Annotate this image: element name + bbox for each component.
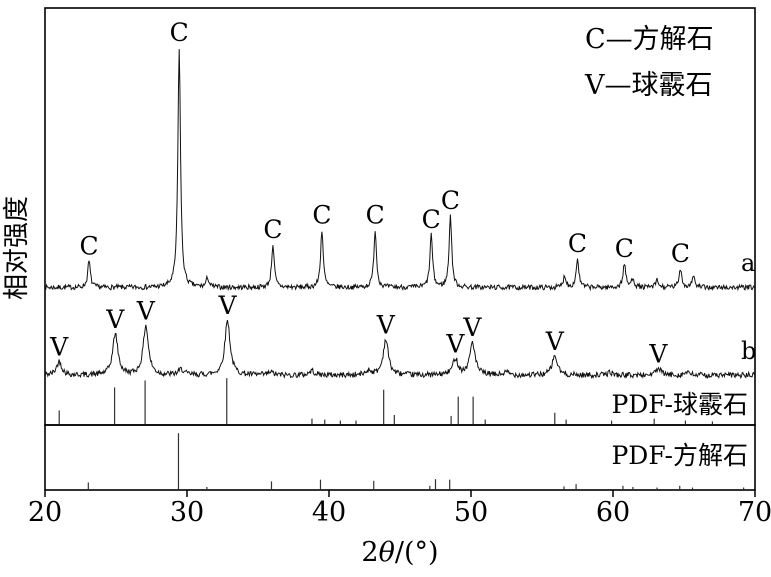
peak-label-C: C <box>312 200 331 229</box>
peak-label-C: C <box>79 232 98 261</box>
xrd-trace-a <box>44 49 756 292</box>
x-axis-label: 2θ/(°) <box>361 537 438 568</box>
peak-label-V: V <box>648 339 668 368</box>
x-tick-label: 60 <box>596 497 630 528</box>
peak-label-C: C <box>615 234 634 263</box>
peak-label-C: C <box>671 239 690 268</box>
peak-label-V: V <box>545 327 565 356</box>
series-label-b: b <box>741 337 756 365</box>
xrd-trace-b <box>44 319 756 380</box>
peak-label-V: V <box>462 313 482 342</box>
legend-entry: C—方解石 <box>585 24 714 55</box>
peak-label-C: C <box>170 18 189 47</box>
peak-label-C: C <box>568 229 587 258</box>
peak-label-V: V <box>217 291 237 320</box>
legend-entry: V—球霰石 <box>584 70 713 101</box>
x-tick-label: 50 <box>454 497 488 528</box>
x-tick-label: 40 <box>312 497 346 528</box>
x-tick-label: 30 <box>170 497 204 528</box>
peak-label-C: C <box>263 215 282 244</box>
peak-label-C: C <box>441 186 460 215</box>
peak-label-C: C <box>422 205 441 234</box>
y-axis-label: 相对强度 <box>2 196 32 300</box>
peak-label-C: C <box>366 200 385 229</box>
reference-label: PDF-球霰石 <box>611 390 748 419</box>
x-tick-label: 20 <box>28 497 62 528</box>
peak-label-V: V <box>105 305 125 334</box>
series-label-a: a <box>741 249 755 277</box>
peak-label-V: V <box>376 310 396 339</box>
peak-label-V: V <box>136 297 156 326</box>
reference-label: PDF-方解石 <box>611 441 748 470</box>
reference-panel-border <box>44 424 756 491</box>
peak-label-V: V <box>445 330 465 359</box>
peak-label-V: V <box>49 332 69 361</box>
x-tick-label: 70 <box>738 497 771 528</box>
